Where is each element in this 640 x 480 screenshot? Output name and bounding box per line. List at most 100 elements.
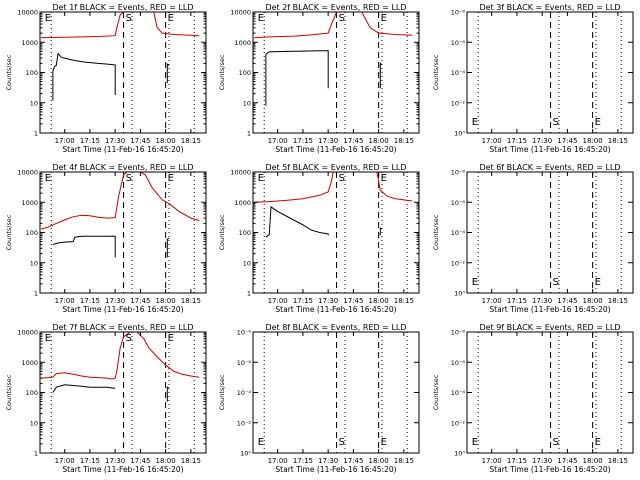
x-tick-label: 17:30 xyxy=(532,297,552,305)
y-tick-label: 1000 xyxy=(234,199,251,207)
y-tick-label: 10⁻² xyxy=(451,99,466,107)
lld-series-line xyxy=(41,331,200,380)
y-tick-label: 10 xyxy=(30,419,38,427)
lld-series-line xyxy=(254,171,334,203)
plot-frame xyxy=(39,331,207,454)
y-tick-label: 10 xyxy=(30,259,38,267)
event-marker-label: S xyxy=(553,117,559,128)
x-tick-label: 18:00 xyxy=(156,457,176,465)
y-tick-label: 10⁻⁸ xyxy=(451,169,466,177)
detector-panel-6: Det 6f BLACK = Events, RED = LLD Counts/s… xyxy=(432,163,634,314)
y-tick-label: 1 xyxy=(247,130,251,138)
y-axis-label: Counts/sec xyxy=(218,54,226,90)
events-series-line xyxy=(166,63,170,83)
x-tick-label: 18:15 xyxy=(181,137,201,145)
detector-panel-3: Det 3f BLACK = Events, RED = LLD Counts/s… xyxy=(432,3,634,154)
y-tick-label: 1000 xyxy=(234,39,251,47)
panel-title: Det 5f BLACK = Events, RED = LLD xyxy=(265,163,406,172)
x-tick-label: 18:15 xyxy=(394,297,414,305)
x-tick-label: 18:00 xyxy=(583,457,603,465)
y-axis-label: Counts/sec xyxy=(432,374,440,410)
y-axis-label: Counts/sec xyxy=(218,374,226,410)
y-tick-label: 10⁻⁴ xyxy=(451,69,466,77)
x-tick-label: 18:15 xyxy=(608,297,628,305)
y-tick-label: 10⁻⁸ xyxy=(237,329,252,337)
plot-frame xyxy=(252,11,420,134)
x-tick-label: 17:15 xyxy=(293,297,313,305)
y-tick-label: 10 xyxy=(30,99,38,107)
event-marker-label: E xyxy=(45,13,51,24)
event-marker-label: S xyxy=(339,173,345,184)
x-axis-label: Start Time (11-Feb-16 16:45:20) xyxy=(62,465,183,474)
y-axis-label: Counts/sec xyxy=(432,54,440,90)
panel-title: Det 9f BLACK = Events, RED = LLD xyxy=(479,323,620,332)
y-tick-label: 10⁻⁶ xyxy=(451,359,466,367)
plot-frame xyxy=(252,331,420,454)
detector-panel-5: Det 5f BLACK = Events, RED = LLD Counts/s… xyxy=(218,163,420,314)
x-tick-label: 17:15 xyxy=(80,137,100,145)
x-axis-label: Start Time (11-Feb-16 16:45:20) xyxy=(62,305,183,314)
x-tick-label: 17:15 xyxy=(293,457,313,465)
x-tick-label: 17:15 xyxy=(80,457,100,465)
events-series-line xyxy=(265,50,329,106)
x-tick-label: 18:00 xyxy=(369,137,389,145)
x-tick-label: 18:15 xyxy=(394,137,414,145)
event-marker-label: E xyxy=(595,437,601,448)
x-tick-label: 17:00 xyxy=(482,457,502,465)
event-marker-label: E xyxy=(595,277,601,288)
x-axis-label: Start Time (11-Feb-16 16:45:20) xyxy=(489,305,610,314)
x-tick-label: 17:30 xyxy=(532,137,552,145)
y-tick-label: 10⁰ xyxy=(454,450,465,458)
y-tick-label: 1000 xyxy=(21,359,38,367)
events-series-line xyxy=(52,52,116,101)
y-tick-label: 10⁻⁸ xyxy=(451,9,466,17)
x-tick-label: 17:45 xyxy=(130,297,150,305)
x-tick-label: 18:00 xyxy=(369,457,389,465)
panel-title: Det 2f BLACK = Events, RED = LLD xyxy=(265,3,406,12)
x-tick-label: 17:30 xyxy=(105,137,125,145)
y-tick-label: 10⁻⁴ xyxy=(451,229,466,237)
plot-frame xyxy=(466,331,634,454)
event-marker-label: S xyxy=(339,13,345,24)
events-series-line xyxy=(52,235,116,258)
y-tick-label: 1000 xyxy=(21,39,38,47)
y-tick-label: 10000 xyxy=(17,9,38,17)
event-marker-label: E xyxy=(472,117,478,128)
x-tick-label: 18:15 xyxy=(608,137,628,145)
x-tick-label: 17:00 xyxy=(268,137,288,145)
x-tick-label: 18:15 xyxy=(608,457,628,465)
panel-title: Det 6f BLACK = Events, RED = LLD xyxy=(479,163,620,172)
x-tick-label: 17:45 xyxy=(557,137,577,145)
event-marker-label: S xyxy=(126,333,132,344)
event-marker-label: S xyxy=(339,437,345,448)
panel-title: Det 8f BLACK = Events, RED = LLD xyxy=(265,323,406,332)
lld-series-line xyxy=(41,11,124,39)
x-tick-label: 17:15 xyxy=(507,297,527,305)
y-tick-label: 10⁻⁸ xyxy=(451,329,466,337)
y-tick-label: 100 xyxy=(26,229,38,237)
y-tick-label: 100 xyxy=(239,229,251,237)
detector-panel-4: Det 4f BLACK = Events, RED = LLD Counts/s… xyxy=(5,163,207,314)
event-marker-label: S xyxy=(126,173,132,184)
x-tick-label: 18:15 xyxy=(181,457,201,465)
plot-frame xyxy=(39,171,207,294)
y-tick-label: 1 xyxy=(34,130,38,138)
detector-panel-7: Det 7f BLACK = Events, RED = LLD Counts/s… xyxy=(5,323,207,474)
event-marker-label: E xyxy=(472,437,478,448)
lld-series-line xyxy=(254,11,338,39)
x-tick-label: 18:00 xyxy=(583,297,603,305)
y-tick-label: 10⁻² xyxy=(451,259,466,267)
events-series-line xyxy=(166,386,170,402)
y-axis-label: Counts/sec xyxy=(218,214,226,250)
events-series-line xyxy=(379,62,383,89)
lld-series-line xyxy=(376,171,413,202)
x-tick-label: 17:00 xyxy=(482,137,502,145)
detector-panel-2: Det 2f BLACK = Events, RED = LLD Counts/s… xyxy=(218,3,420,154)
y-axis-label: Counts/sec xyxy=(5,374,13,410)
x-tick-label: 17:30 xyxy=(105,457,125,465)
x-tick-label: 18:00 xyxy=(156,297,176,305)
y-axis-label: Counts/sec xyxy=(5,54,13,90)
event-marker-label: E xyxy=(258,173,264,184)
y-tick-label: 10⁻⁶ xyxy=(451,39,466,47)
event-marker-label: E xyxy=(381,13,387,24)
